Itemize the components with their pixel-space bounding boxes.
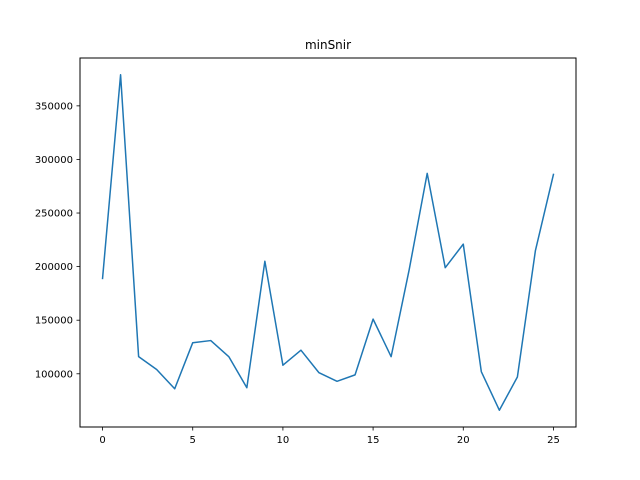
y-tick-label: 350000 <box>35 101 73 112</box>
x-tick-label: 5 <box>190 435 196 446</box>
plot-area: 0 5 10 15 20 25 100000 150000 200000 250000 300000… <box>35 74 560 446</box>
y-tick-label: 150000 <box>35 316 73 327</box>
y-tick-label: 250000 <box>35 209 73 220</box>
x-tick-label: 15 <box>367 435 380 446</box>
series-line <box>101 74 555 411</box>
x-tick-label: 0 <box>99 435 105 446</box>
y-tick-label: 300000 <box>35 155 73 166</box>
y-tick-label: 100000 <box>35 369 73 380</box>
chart-title: minSnir <box>305 38 351 52</box>
axes-frame <box>79 57 577 428</box>
x-tick-label: 25 <box>547 435 560 446</box>
x-tick-label: 10 <box>277 435 290 446</box>
x-tick-label: 20 <box>457 435 470 446</box>
y-tick-label: 200000 <box>35 262 73 273</box>
